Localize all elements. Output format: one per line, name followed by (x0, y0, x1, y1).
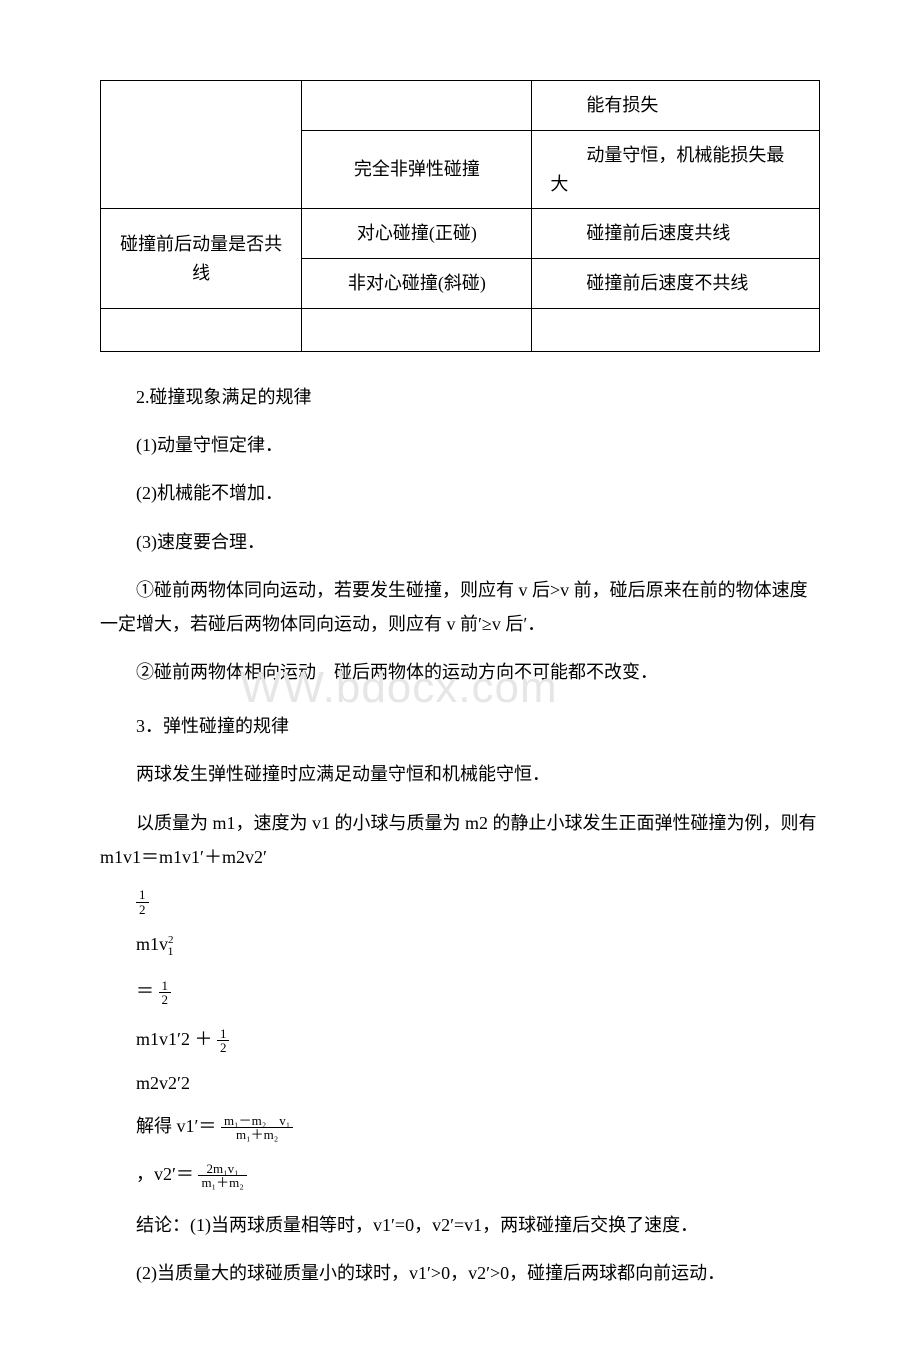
cell-empty (532, 308, 820, 351)
frac-denominator: 2 (159, 993, 172, 1007)
cell: 碰撞前后速度不共线 (532, 259, 820, 309)
frac-denominator: m₁＋m₂ (221, 1128, 293, 1142)
equation-fragment: ＝ 1 2 (136, 977, 820, 1007)
frac-denominator: m₁＋m₂ (198, 1176, 246, 1190)
body-text: (2)机械能不增加． (100, 476, 820, 510)
frac-denominator: 2 (136, 903, 149, 917)
math-text: 解得 v1′＝ (136, 1116, 216, 1136)
cell: 动量守恒，机械能损失最大 (532, 130, 820, 209)
math-text: m1v1′2 ＋ (136, 1029, 212, 1049)
page-container: 能有损失 完全非弹性碰撞 动量守恒，机械能损失最大 碰撞前后动量是否共线 对心碰… (0, 0, 920, 1364)
body-text: 结论：(1)当两球质量相等时，v1′=0，v2′=v1，两球碰撞后交换了速度． (100, 1208, 820, 1242)
math-text: m2v2′2 (136, 1073, 190, 1093)
fraction-v1prime: m₁－m₂ v₁ m₁＋m₂ (221, 1114, 293, 1142)
cell-empty (101, 81, 302, 209)
cell: 能有损失 (532, 81, 820, 131)
body-text: ②碰前两物体相向运动，碰后两物体的运动方向不可能都不改变． (100, 655, 820, 689)
frac-denominator: 2 (217, 1041, 230, 1055)
collision-table: 能有损失 完全非弹性碰撞 动量守恒，机械能损失最大 碰撞前后动量是否共线 对心碰… (100, 80, 820, 352)
equation-fragment: ，v2′＝ 2m₁v₁ m₁＋m₂ (136, 1160, 820, 1190)
math-text: m1v (136, 934, 168, 954)
frac-numerator: m₁－m₂ v₁ (221, 1114, 293, 1129)
body-text: 两球发生弹性碰撞时应满足动量守恒和机械能守恒． (100, 757, 820, 791)
frac-numerator: 2m₁v₁ (198, 1162, 246, 1177)
table-row: 碰撞前后动量是否共线 对心碰撞(正碰) 碰撞前后速度共线 (101, 209, 820, 259)
fraction-half: 1 2 (159, 979, 172, 1007)
equation-fragment: m2v2′2 (136, 1073, 820, 1094)
table-row (101, 308, 820, 351)
equation-fragment: m1v1′2 ＋ 1 2 (136, 1025, 820, 1055)
cell: 碰撞前后速度共线 (532, 209, 820, 259)
body-text: ①碰前两物体同向运动，若要发生碰撞，则应有 v 后>v 前，碰后原来在前的物体速… (100, 573, 820, 641)
cell: 非对心碰撞(斜碰) (302, 259, 532, 309)
body-text: (2)当质量大的球碰质量小的球时，v1′>0，v2′>0，碰撞后两球都向前运动． (100, 1256, 820, 1290)
table-row: 能有损失 (101, 81, 820, 131)
body-text: 3．弹性碰撞的规律 (100, 709, 820, 743)
body-text: (1)动量守恒定律． (100, 428, 820, 462)
subscript: 1 (168, 944, 174, 958)
fraction-v2prime: 2m₁v₁ m₁＋m₂ (198, 1162, 246, 1190)
cell-empty (101, 308, 302, 351)
fraction-half: 1 2 (136, 888, 149, 916)
cell-empty (302, 308, 532, 351)
equation-fragment: m1v21 (136, 934, 820, 959)
frac-numerator: 1 (136, 888, 149, 903)
frac-numerator: 1 (217, 1027, 230, 1042)
cell: 对心碰撞(正碰) (302, 209, 532, 259)
cell-empty (302, 81, 532, 131)
fraction-half: 1 2 (217, 1027, 230, 1055)
math-text: ＝ (136, 981, 154, 1001)
body-text: 2.碰撞现象满足的规律 (100, 380, 820, 414)
equation-fragment: 解得 v1′＝ m₁－m₂ v₁ m₁＋m₂ (136, 1112, 820, 1142)
body-text: (3)速度要合理． (100, 525, 820, 559)
cell: 碰撞前后动量是否共线 (101, 209, 302, 309)
math-text: ，v2′＝ (136, 1164, 194, 1184)
equation-fragment: 1 2 (136, 888, 820, 916)
frac-numerator: 1 (159, 979, 172, 994)
cell: 完全非弹性碰撞 (302, 130, 532, 209)
body-text: 以质量为 m1，速度为 v1 的小球与质量为 m2 的静止小球发生正面弹性碰撞为… (100, 806, 820, 874)
